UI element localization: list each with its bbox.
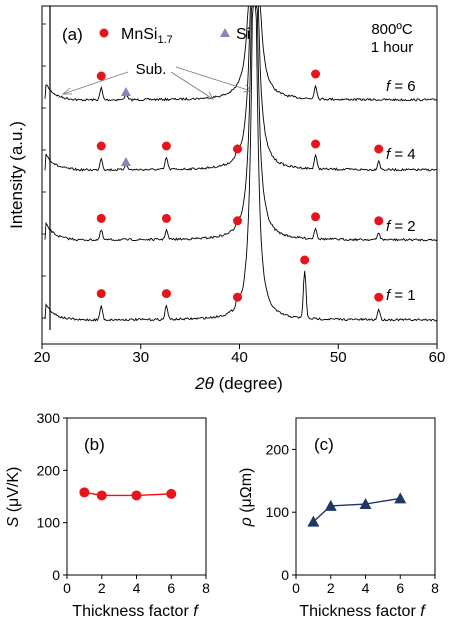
xrd-panel-label: (a) [62,25,83,44]
resistivity-y-tick-label: 200 [266,441,290,457]
resistivity-x-tick-label: 0 [292,580,300,596]
xrd-traces [44,5,438,330]
seebeck-x-tick-label: 6 [167,580,175,596]
legend-si-marker [220,28,230,37]
xrd-trace-f = 4 [44,5,438,172]
substrate-label: Sub. [136,61,167,78]
resistivity-point [359,498,372,510]
mnsi-peak-marker [233,144,243,154]
resistivity-x-axis-label: Thickness factor f [299,603,426,620]
seebeck-panel-label: (b) [84,435,105,454]
seebeck-x-tick-label: 4 [133,580,141,596]
resistivity-axes: 0 2 4 6 8 0 100 200 [266,441,439,596]
mnsi-peak-marker [96,289,106,299]
legend-mnsi-marker [99,28,109,38]
resistivity-point [307,515,320,527]
seebeck-y-tick-label: 0 [52,567,60,583]
seebeck-x-axis-label: Thickness factor f [72,603,199,620]
mnsi-peak-marker [311,212,321,222]
xrd-trace-f = 2 [44,5,438,242]
seebeck-x-tick-label: 0 [63,580,71,596]
si-peak-marker [120,157,131,166]
mnsi-peak-marker [161,213,171,223]
mnsi-peak-marker [233,216,243,226]
xrd-x-tick-label: 30 [132,349,149,366]
xrd-x-tick-label: 20 [34,349,51,366]
resistivity-point [394,492,407,504]
series-label-f2: f = 2 [386,218,416,235]
seebeck-series [79,487,177,501]
seebeck-point [166,488,177,499]
seebeck-x-tick-label: 2 [98,580,106,596]
xrd-legend: MnSi1.7 Si [99,26,250,46]
resistivity-y-tick-label: 100 [266,504,290,520]
xrd-trace-f = 6 [44,5,438,102]
resistivity-line [312,497,401,523]
mnsi-peak-marker [374,216,384,226]
resistivity-x-tick-label: 8 [431,580,439,596]
resistivity-series [307,492,407,527]
mnsi-peak-marker [311,69,321,79]
substrate-annotation: Sub. [61,61,252,100]
resistivity-x-tick-label: 4 [362,580,370,596]
xrd-x-axis-label: 2θ (degree) [194,374,283,393]
series-label-f6: f = 6 [386,78,416,95]
xrd-x-tick-label: 60 [429,349,446,366]
resistivity-panel-label: (c) [314,435,334,454]
series-labels: f = 6 f = 4 f = 2 f = 1 [386,78,416,304]
resistivity-x-tick-label: 6 [396,580,404,596]
seebeck-y-tick-label: 200 [37,462,61,478]
seebeck-panel: 0 2 4 6 8 0 100 200 300 (b) S (μV/K) Thickness f… [5,410,210,620]
xrd-panel: 20 30 40 50 60 (a) MnSi1.7 Si 800ºC 1 hour S… [7,5,446,393]
mnsi-peak-marker [161,141,171,151]
condition-time: 1 hour [371,39,414,56]
xrd-y-minor-ticks [42,23,46,319]
mnsi-peak-marker [96,213,106,223]
resistivity-y-tick-label: 0 [281,567,289,583]
resistivity-point [324,499,337,511]
mnsi-peak-marker [311,139,321,149]
series-label-f1: f = 1 [386,287,416,304]
seebeck-axes: 0 2 4 6 8 0 100 200 300 [37,410,210,596]
condition-temperature: 800ºC [371,21,413,38]
mnsi-peak-marker [96,141,106,151]
mnsi-peak-marker [161,289,171,299]
resistivity-x-tick-label: 2 [327,580,335,596]
seebeck-point [96,490,107,501]
seebeck-x-tick-label: 8 [202,580,210,596]
xrd-trace-f = 1 [44,5,438,322]
seebeck-y-axis-label: S (μV/K) [5,467,22,528]
mnsi-peak-marker [233,292,243,302]
xrd-x-tick-label: 40 [231,349,248,366]
mnsi-peak-marker [374,292,384,302]
seebeck-line [84,491,172,497]
mnsi-peak-marker [96,71,106,81]
substrate-arrow-left [62,71,129,95]
series-label-f4: f = 4 [386,146,416,163]
seebeck-y-tick-label: 300 [37,410,61,426]
mnsi-peak-marker [374,144,384,154]
xrd-peak-markers [96,69,384,302]
xrd-y-axis-label: Intensity (a.u.) [7,121,26,229]
seebeck-y-tick-label: 100 [37,515,61,531]
seebeck-point [79,487,90,498]
substrate-arrow-middle [170,71,214,100]
xrd-x-ticks: 20 30 40 50 60 [34,344,446,366]
substrate-arrow-right [175,66,252,92]
si-peak-marker [120,87,131,96]
mnsi-peak-marker [300,255,310,265]
resistivity-y-axis-label: ρ (μΩm) [238,468,255,528]
resistivity-panel: 0 2 4 6 8 0 100 200 (c) ρ (μΩm) Thickness facto… [238,417,439,620]
seebeck-point [131,490,142,501]
legend-si-label: Si [236,26,250,43]
legend-mnsi-label: MnSi1.7 [121,26,173,46]
xrd-x-tick-label: 50 [330,349,347,366]
